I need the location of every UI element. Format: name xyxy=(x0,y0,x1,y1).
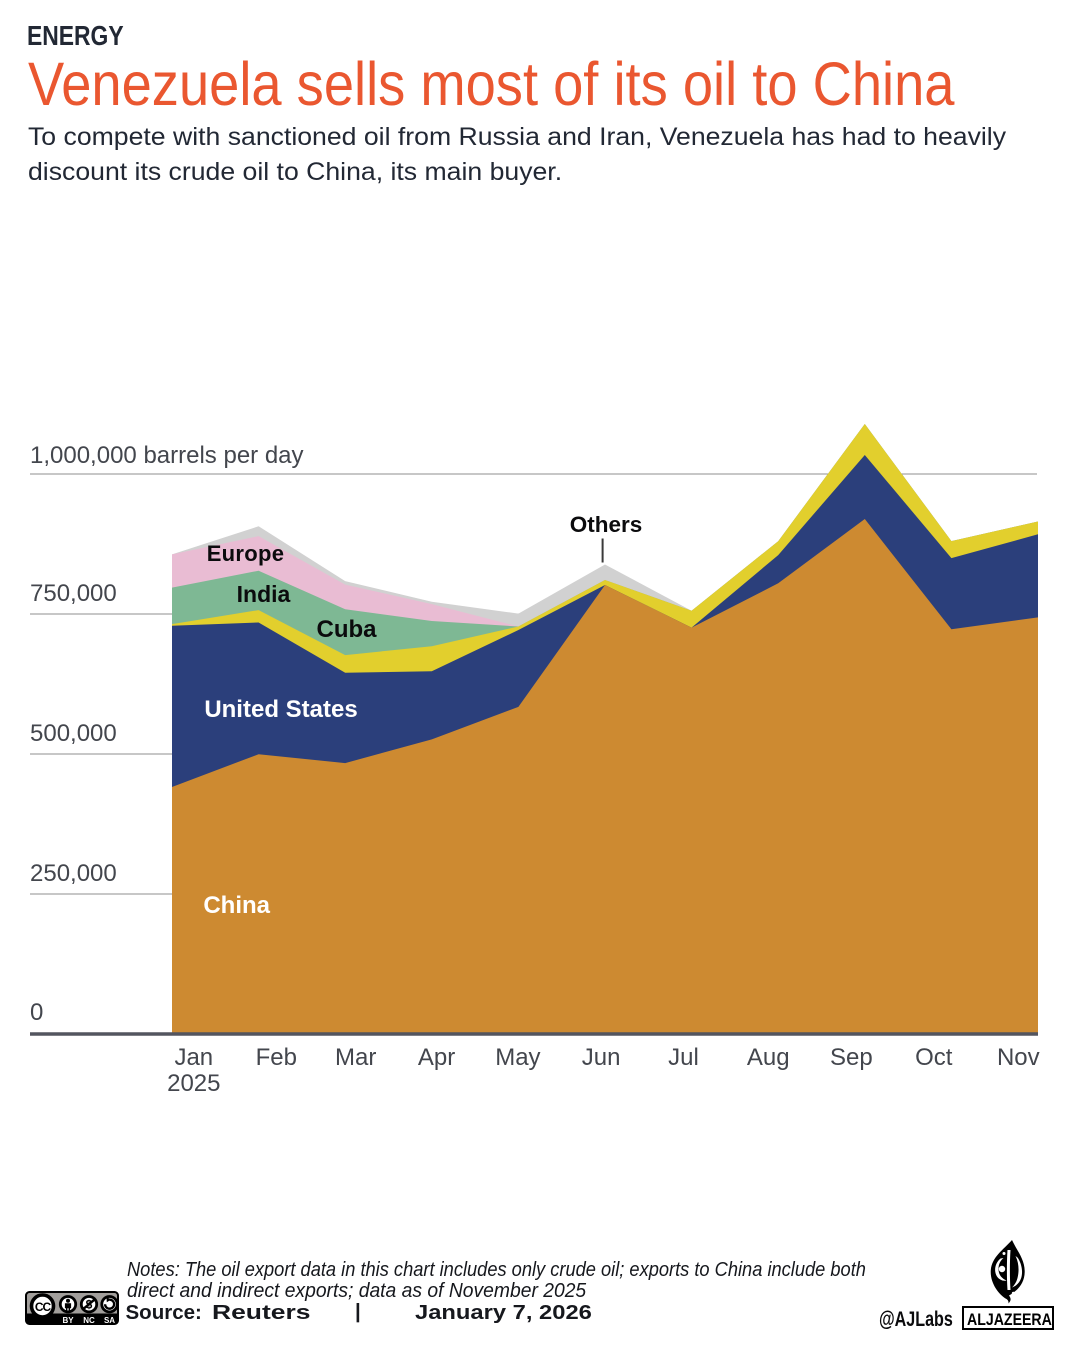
svg-text:BY: BY xyxy=(62,1316,74,1325)
svg-text:SA: SA xyxy=(104,1316,115,1325)
svg-text:NC: NC xyxy=(83,1316,95,1325)
svg-text:CC: CC xyxy=(35,1300,52,1314)
